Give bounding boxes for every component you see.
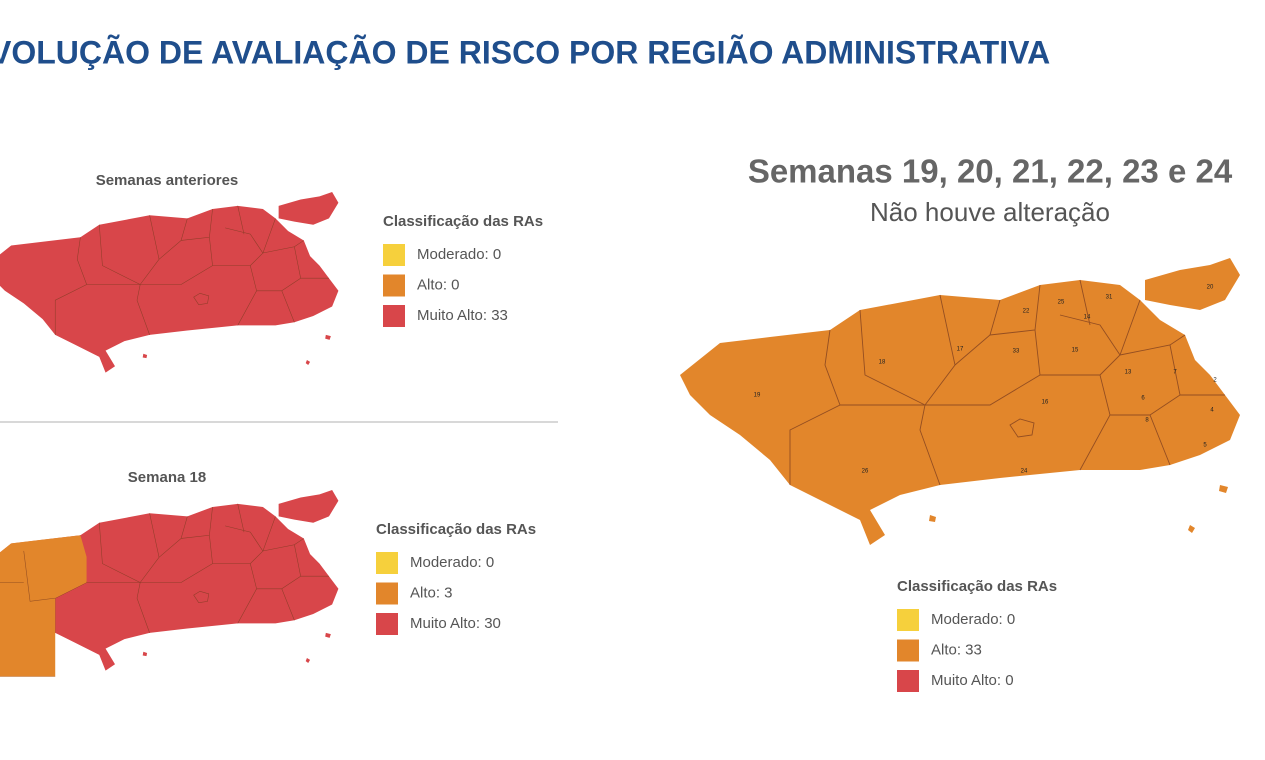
- legend-label: Muito Alto: 0: [931, 672, 1014, 689]
- legend-label: Alto: 33: [931, 641, 982, 658]
- region-labels: 19 26 18 17 33 24 16 25 22 14 31 15 13 20 6 8 7 4 5 2: [754, 285, 1218, 475]
- legend-label: Alto: 3: [410, 584, 453, 601]
- legend: Classificação das RAs Moderado: 0 Alto: 33…: [897, 578, 1057, 692]
- region-label: 20: [1207, 285, 1214, 291]
- legend-swatch: [897, 639, 919, 662]
- legend-swatch: [376, 552, 398, 574]
- map: [0, 489, 339, 677]
- legend-label: Moderado: 0: [417, 246, 501, 263]
- region-label: 24: [1021, 469, 1028, 475]
- region-label: 33: [1013, 349, 1020, 355]
- legend-label: Alto: 0: [417, 276, 460, 293]
- legend: Classificação das RAs Moderado: 0 Alto: 3 M…: [376, 521, 536, 635]
- legend-swatch: [383, 244, 405, 266]
- legend-title: Classificação das RAs: [383, 213, 543, 230]
- region-label: 13: [1125, 370, 1132, 376]
- region-label: 22: [1023, 309, 1030, 315]
- region-label: 19: [754, 393, 761, 399]
- map: [0, 191, 339, 373]
- legend-swatch: [897, 670, 919, 692]
- legend-title: Classificação das RAs: [376, 521, 536, 538]
- panel-title: Semana 18: [128, 469, 206, 486]
- legend-label: Moderado: 0: [410, 554, 494, 571]
- region-label: 4: [1210, 408, 1214, 414]
- region-label: 8: [1145, 418, 1149, 424]
- slide-title: VOLUÇÃO DE AVALIAÇÃO DE RISCO POR REGIÃO…: [0, 34, 1050, 70]
- region-label: 14: [1084, 315, 1091, 321]
- region-label: 16: [1042, 400, 1049, 406]
- map: [679, 257, 1241, 546]
- region-label: 17: [957, 347, 964, 353]
- region-label: 15: [1072, 348, 1079, 354]
- legend-title: Classificação das RAs: [897, 578, 1057, 595]
- region-label: 7: [1173, 370, 1177, 376]
- region-label: 5: [1203, 443, 1207, 449]
- legend-swatch: [383, 305, 405, 327]
- legend: Classificação das RAs Moderado: 0 Alto: 0 M…: [383, 213, 543, 327]
- legend-label: Muito Alto: 30: [410, 615, 501, 632]
- legend-swatch: [897, 609, 919, 631]
- region-label: 6: [1141, 396, 1145, 402]
- panel-title: Semanas anteriores: [96, 172, 239, 189]
- legend-swatch: [376, 582, 398, 605]
- region-label: 18: [879, 360, 886, 366]
- legend-label: Moderado: 0: [931, 611, 1015, 628]
- legend-swatch: [383, 274, 405, 297]
- panel-title: Semanas 19, 20, 21, 22, 23 e 24: [748, 153, 1233, 190]
- region-label: 25: [1058, 300, 1065, 306]
- region-label: 2: [1213, 378, 1217, 384]
- legend-swatch: [376, 613, 398, 635]
- panel-subtitle: Não houve alteração: [870, 197, 1110, 227]
- region-label: 26: [862, 469, 869, 475]
- region-label: 31: [1106, 295, 1113, 301]
- legend-label: Muito Alto: 33: [417, 307, 508, 324]
